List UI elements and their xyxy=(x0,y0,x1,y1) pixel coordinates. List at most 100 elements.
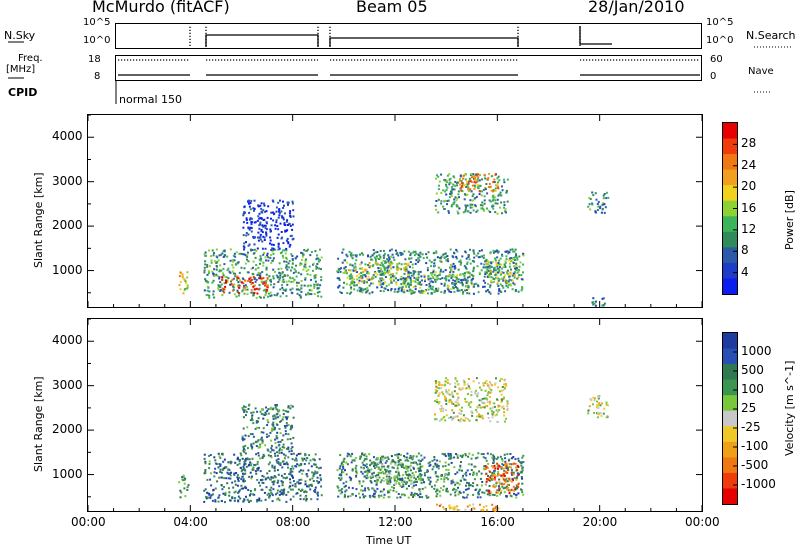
velocity-cell xyxy=(388,491,391,494)
power-cell xyxy=(434,280,437,283)
velocity-cell xyxy=(464,400,467,403)
velocity-cell xyxy=(283,446,286,449)
power-cell xyxy=(404,280,407,283)
power-cell xyxy=(453,176,456,179)
power-cell xyxy=(489,292,492,295)
power-cell xyxy=(495,269,498,272)
power-cell xyxy=(520,289,523,292)
power-cell xyxy=(256,292,259,295)
power-cell xyxy=(491,205,494,208)
velocity-cell xyxy=(513,488,516,491)
power-cell xyxy=(277,281,280,283)
power-cell xyxy=(367,275,370,278)
power-cell xyxy=(238,286,241,289)
power-cell xyxy=(291,223,294,226)
velocity-cell xyxy=(217,496,220,499)
power-cell xyxy=(316,291,319,294)
power-cell xyxy=(451,275,454,278)
strip-frames xyxy=(115,23,702,81)
power-cell xyxy=(262,209,265,212)
velocity-cell xyxy=(270,456,273,459)
velocity-cell xyxy=(343,457,346,460)
velocity-cell xyxy=(387,470,390,473)
velocity-cell xyxy=(318,481,321,483)
velocity-cell xyxy=(499,455,502,458)
velocity-cell xyxy=(412,461,415,464)
power-cell xyxy=(464,178,467,181)
power-cell xyxy=(427,288,430,291)
velocity-cell xyxy=(598,402,601,405)
power-cell xyxy=(599,205,602,208)
velocity-cell xyxy=(492,507,495,510)
velocity-cell xyxy=(278,427,281,430)
power-cell xyxy=(231,278,234,281)
velocity-cell xyxy=(364,475,367,478)
power-cell xyxy=(250,291,253,294)
velocity-cell xyxy=(445,414,448,417)
velocity-cell xyxy=(228,494,231,497)
power-cell xyxy=(398,262,401,265)
power-cell xyxy=(344,271,347,274)
velocity-cell xyxy=(274,455,277,457)
velocity-cell xyxy=(506,400,509,403)
power-cell xyxy=(464,210,467,213)
power-cell xyxy=(426,269,429,272)
velocity-cell xyxy=(394,477,397,479)
power-cell xyxy=(263,204,266,207)
velocity-cell xyxy=(371,494,374,497)
velocity-cell xyxy=(429,482,431,485)
velocity-cell xyxy=(462,419,465,422)
power-cell xyxy=(607,196,610,199)
power-cell xyxy=(393,290,396,293)
velocity-cell xyxy=(478,488,481,491)
nsky-label: N.Sky xyxy=(4,29,36,42)
power-cell xyxy=(486,275,489,278)
power-cell xyxy=(444,199,447,202)
power-cell xyxy=(447,288,450,291)
velocity-cell xyxy=(257,446,260,449)
velocity-cell xyxy=(507,459,510,462)
power-cell xyxy=(414,250,417,253)
power-cell xyxy=(430,265,433,268)
power-cell xyxy=(440,291,443,294)
power-cell xyxy=(257,205,260,208)
velocity-cell xyxy=(481,398,484,400)
power-cell xyxy=(371,254,374,257)
power-cell xyxy=(461,190,464,193)
power-cell xyxy=(178,284,181,287)
power-cell xyxy=(259,272,262,275)
x-tick-label: 08:00 xyxy=(275,515,311,529)
velocity-colorbar-label: Velocity [m s^-1] xyxy=(783,360,796,456)
power-cell xyxy=(465,285,468,288)
power-cell xyxy=(237,281,240,283)
velocity-cell xyxy=(362,467,365,470)
velocity-cell xyxy=(504,383,507,385)
power-cell xyxy=(398,267,401,270)
velocity-cell xyxy=(360,470,363,473)
power-cell xyxy=(467,210,470,213)
power-cell xyxy=(433,259,436,262)
power-cell xyxy=(210,255,212,258)
power-cell xyxy=(465,185,468,188)
velocity-cell xyxy=(435,465,438,468)
velocity-cell xyxy=(181,476,184,478)
velocity-cell xyxy=(467,482,470,485)
velocity-cell xyxy=(304,453,307,456)
velocity-cell xyxy=(242,445,245,448)
power-cell xyxy=(282,256,285,259)
power-cell xyxy=(351,278,354,281)
velocity-cell xyxy=(237,491,240,494)
power-cell xyxy=(289,288,292,291)
velocity-cell xyxy=(490,391,493,394)
velocity-cell xyxy=(207,496,209,499)
velocity-cell xyxy=(469,509,472,512)
power-cell xyxy=(379,255,382,258)
velocity-cell xyxy=(249,461,252,464)
velocity-cell xyxy=(471,485,474,488)
power-cell xyxy=(484,187,487,189)
power-cell xyxy=(340,292,343,294)
power-cell xyxy=(414,280,417,283)
power-cell xyxy=(265,266,268,269)
velocity-cell xyxy=(306,457,309,459)
velocity-cell xyxy=(277,458,280,461)
